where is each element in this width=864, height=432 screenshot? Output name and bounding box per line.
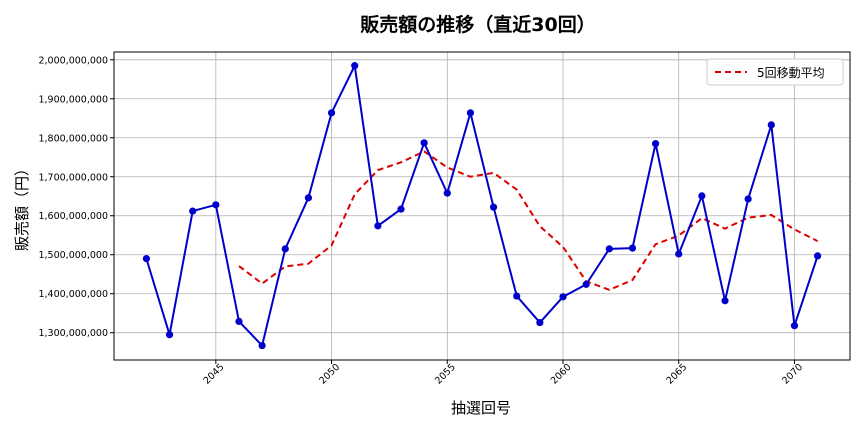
sales-point [420,139,428,147]
y-tick-label: 1,500,000,000 [38,250,108,261]
sales-point [397,205,405,213]
sales-point [189,207,197,215]
sales-point [281,245,289,253]
sales-line [145,62,819,348]
sales-point [744,195,752,203]
sales-point [721,297,729,305]
legend: 5回移動平均 [706,58,844,86]
sales-point [374,222,382,230]
grid [114,52,850,360]
sales-point [258,341,266,350]
y-tick-label: 1,400,000,000 [38,289,108,300]
sales-point [304,194,313,202]
x-axis: 2045 2050 2055 2060 2065 2070 [202,360,805,387]
sales-point [212,201,220,209]
sales-point [582,280,590,288]
y-tick-label: 2,000,000,000 [38,55,108,66]
sales-point [513,292,521,300]
sales-point [651,140,660,148]
sales-point [767,121,775,129]
sales-point [559,293,567,301]
sales-point [327,109,336,117]
sales-point [466,109,475,117]
sales-point [165,331,174,339]
sales-point [443,189,451,197]
sales-point [489,203,498,211]
y-tick-label: 1,800,000,000 [38,133,108,144]
moving-average-line [238,150,819,291]
x-tick-label: 2060 [549,362,574,387]
x-tick-label: 2055 [433,362,458,387]
x-tick-label: 2050 [317,362,342,387]
sales-point [628,244,637,252]
sales-point [675,250,683,258]
sales-point [790,322,799,330]
y-tick-label: 1,600,000,000 [38,211,108,222]
y-tick-label: 1,300,000,000 [38,328,108,339]
sales-point [698,192,706,200]
y-axis: 1,300,000,000 1,400,000,000 1,500,000,000 1… [38,55,114,339]
y-axis-label: 販売額（円） [13,161,31,251]
x-axis-label: 抽選回号 [451,399,511,417]
sales-point [142,255,151,263]
sales-point [605,245,613,253]
sales-point [813,252,822,260]
x-tick-label: 2065 [665,362,690,387]
legend-box [706,58,844,86]
chart-title: 販売額の推移（直近30回） [360,13,595,36]
x-tick-label: 2045 [202,362,227,387]
x-tick-label: 2070 [780,362,805,387]
sales-point [351,62,359,70]
series-layer [142,62,822,350]
y-tick-label: 1,700,000,000 [38,172,108,183]
sales-point [235,317,243,326]
y-tick-label: 1,900,000,000 [38,94,108,105]
legend-label-moving-average: 5回移動平均 [757,66,825,80]
plot-frame [113,51,851,361]
sales-point [536,318,544,327]
